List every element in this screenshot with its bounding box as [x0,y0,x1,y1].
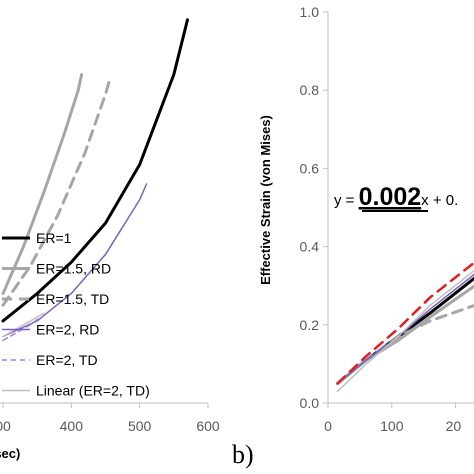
panel-a: 00 400 500 600 (sec) ER=1 ER=1.5, RD ER=1.5, TD… [0,18,220,461]
panel-b-series-line [336,261,474,385]
legend-label: ER=1 [36,230,72,246]
panel-a-x-tick-label: 00 [0,418,11,434]
panel-a-x-tick-label: 600 [196,418,220,434]
panel-b-series-line [336,284,474,385]
panel-b: 0.0 0.2 0.4 0.6 0.8 1.0 0 100 20 Effective Strain… [232,4,474,469]
panel-a-series-line [1,18,189,323]
panel-b-y-tick-label: 0.2 [300,317,320,333]
panel-a-x-axis-title: (sec) [0,446,20,461]
panel-b-y-tick-label: 1.0 [300,4,320,20]
panel-a-series-line [2,312,45,338]
panel-b-x-tick-label: 20 [446,418,462,434]
legend-label: ER=2, TD [36,352,98,368]
panel-b-y-tick-label: 0.0 [300,395,320,411]
panel-b-x-tick-label: 100 [380,418,404,434]
panel-b-y-axis-title: Effective Strain (von Mises) [258,115,273,285]
panel-a-series-line [1,80,111,307]
panel-b-x-tick-label: 0 [324,418,332,434]
legend-label: Linear (ER=2, TD) [36,383,150,399]
panel-a-series-line [1,73,84,295]
legend-label: ER=1.5, RD [36,261,111,277]
legend-label: ER=2, RD [36,322,99,338]
regression-equation: y = 0.002x + 0. [334,183,458,211]
panel-b-y-tick-label: 0.4 [300,239,320,255]
panel-b-y-tick-label: 0.6 [300,160,320,176]
panel-label: b) [232,440,254,469]
panel-a-series-line [2,316,42,342]
panel-a-series-line [2,183,148,338]
legend-label: ER=1.5, TD [36,291,109,307]
panel-a-x-tick-label: 500 [128,418,152,434]
panel-a-x-tick-label: 400 [60,418,84,434]
panel-b-y-tick-label: 0.8 [300,82,320,98]
panel-b-series-line [336,269,474,393]
